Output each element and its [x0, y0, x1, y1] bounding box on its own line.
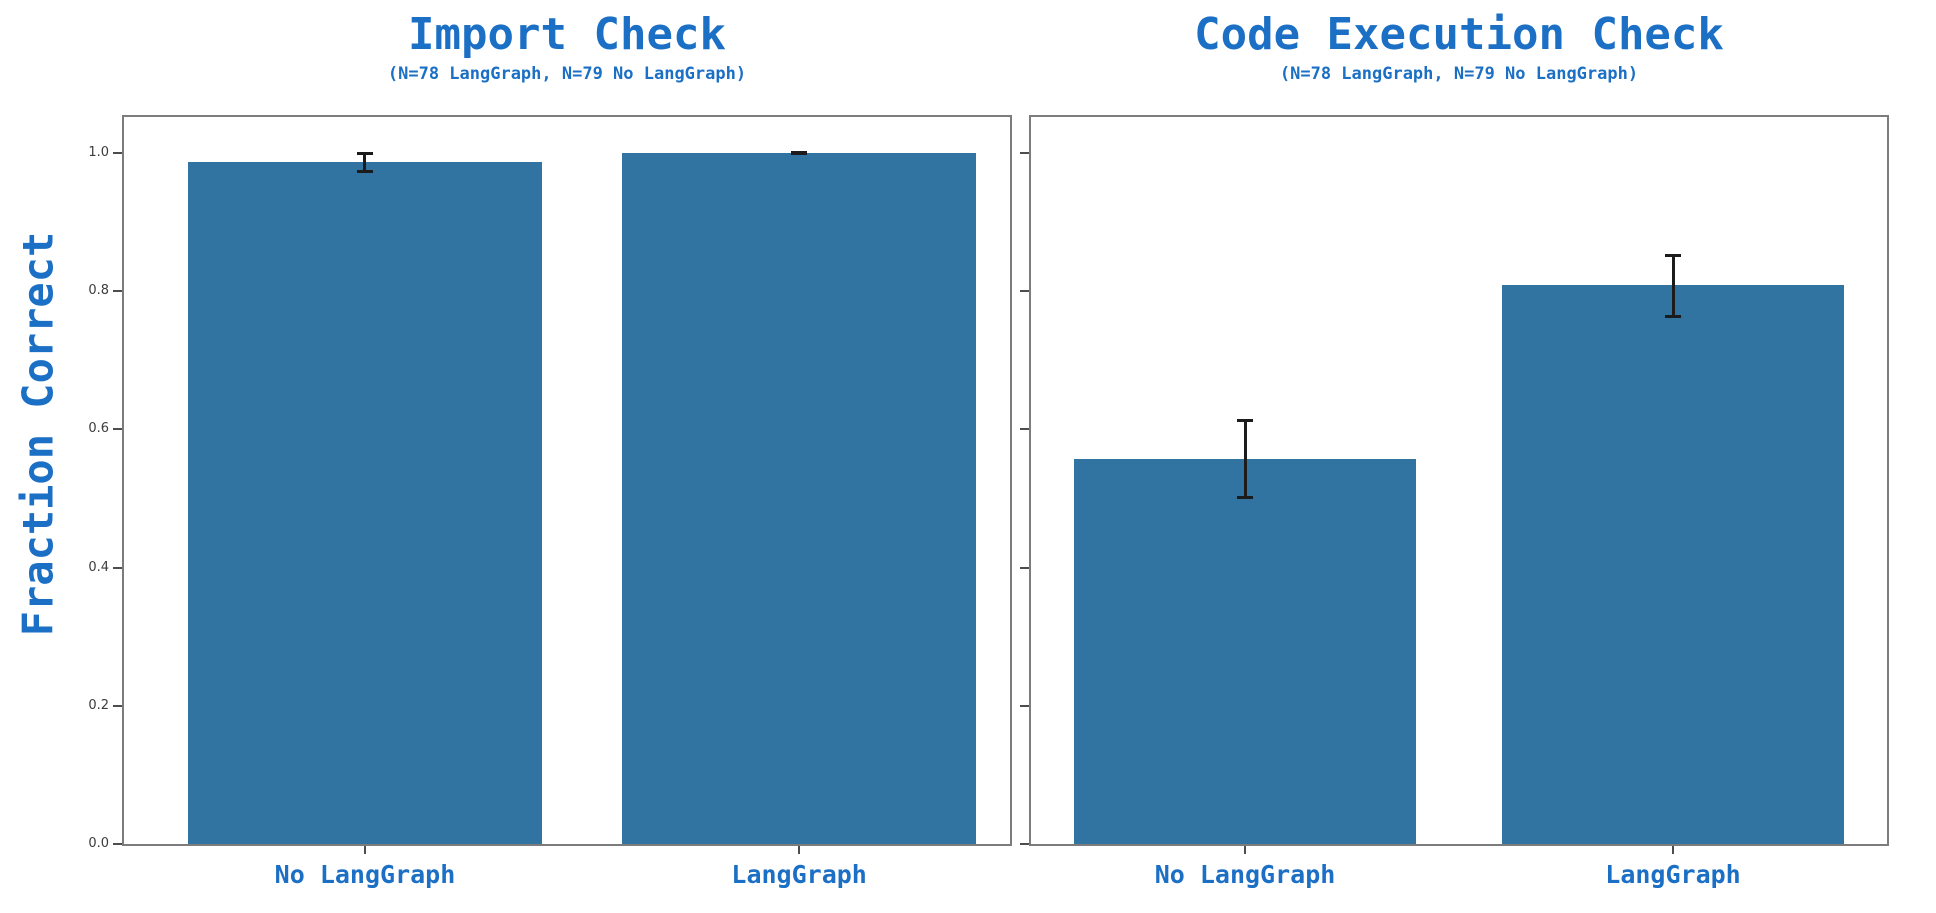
error-bar-cap-top	[1665, 253, 1681, 257]
header-code-execution-check: Code Execution Check (N=78 LangGraph, N=…	[1029, 10, 1889, 86]
y-tick-mark	[113, 843, 122, 845]
x-category-label-no-langgraph: No LangGraph	[1154, 860, 1336, 889]
x-category-label-langgraph: LangGraph	[731, 860, 867, 889]
error-bar-line	[363, 152, 367, 172]
y-tick-mark	[113, 566, 122, 569]
axes-code-execution-check: No LangGraph LangGraph	[1020, 115, 1889, 889]
y-tick-label: 1.0	[88, 144, 109, 160]
x-tick-mark	[1672, 846, 1674, 854]
panel-subtitle-code-execution-check: (N=78 LangGraph, N=79 No LangGraph)	[1279, 64, 1639, 84]
y-tick-label: 0.4	[88, 559, 109, 575]
header-import-check: Import Check (N=78 LangGraph, N=79 No La…	[122, 10, 1012, 86]
error-bar-cap-top	[356, 151, 373, 155]
x-tick-mark	[1244, 846, 1246, 854]
panel-title-import-check: Import Check	[408, 9, 726, 60]
y-tick-mark	[1020, 843, 1029, 845]
error-bar-line	[1243, 419, 1247, 498]
y-tick-mark	[113, 704, 122, 707]
y-tick-label: 0.2	[88, 697, 109, 713]
error-bar-cap-top	[1237, 418, 1253, 422]
axes-import-check: 0.0 0.2 0.4 0.6 0.8 1.0 No LangGraph LangGraph	[88, 115, 1012, 889]
panel-title-code-execution-check: Code Execution Check	[1194, 9, 1724, 60]
error-bar-line	[1671, 254, 1675, 317]
y-tick-mark	[1020, 566, 1029, 569]
y-tick-mark	[113, 428, 122, 431]
y-tick-mark	[1020, 428, 1029, 431]
y-axis-label: Fraction Correct	[13, 231, 63, 637]
x-tick-mark	[798, 846, 801, 854]
y-tick-mark	[113, 290, 122, 293]
bar-langgraph	[621, 152, 977, 844]
panel-subtitle-import-check: (N=78 LangGraph, N=79 No LangGraph)	[387, 64, 747, 84]
y-tick-mark	[113, 151, 122, 154]
y-tick-mark	[1020, 290, 1029, 293]
bar-langgraph	[1501, 284, 1845, 844]
y-tick-label: 0.6	[88, 421, 109, 437]
x-category-label-no-langgraph: No LangGraph	[274, 860, 456, 889]
bar-no-langgraph	[187, 161, 543, 844]
error-bar-cap-bottom	[1237, 495, 1253, 499]
y-tick-label: 0.8	[88, 283, 109, 299]
bar-no-langgraph	[1073, 459, 1417, 844]
y-tick-mark	[1020, 704, 1029, 707]
y-tick-mark	[1020, 151, 1029, 154]
y-tick-label: 0.0	[88, 836, 109, 851]
x-tick-mark	[363, 846, 366, 854]
error-bar-cap-bottom	[1665, 314, 1681, 318]
error-bar-cap-bottom	[356, 169, 373, 173]
error-bar-cap-bottom	[791, 151, 808, 155]
x-category-label-langgraph: LangGraph	[1605, 860, 1741, 889]
